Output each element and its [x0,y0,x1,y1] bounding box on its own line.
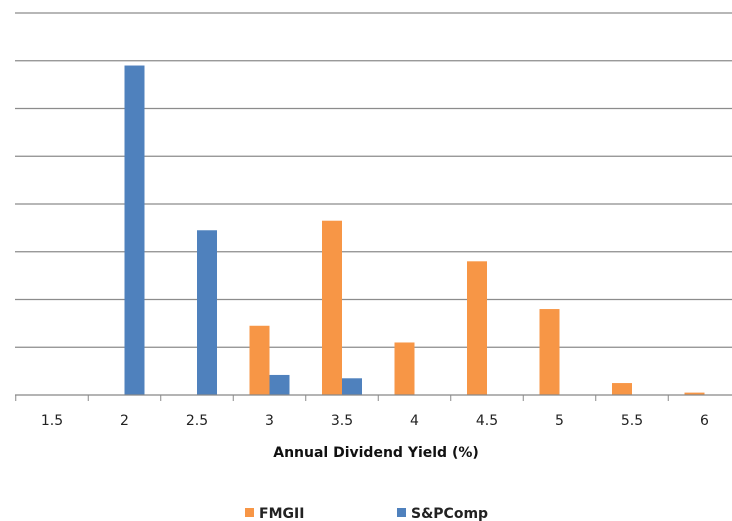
legend-label-spcomp: S&PComp [411,506,488,521]
x-tick-label: 1.5 [41,413,63,429]
x-axis-ticks [15,395,669,401]
bar-fmgii [539,309,560,395]
x-axis-title: Annual Dividend Yield (%) [273,445,479,461]
bar-fmgii [322,220,342,395]
bar-fmgii [467,261,487,395]
x-tick-label: 3 [265,413,274,429]
bar-fmgii [684,392,705,395]
x-tick-labels: 1.5 2 2.5 3 3.5 4 4.5 5 5.5 6 [41,413,709,429]
x-tick-label: 4 [410,413,419,429]
bar-spcomp [269,374,290,395]
x-tick-label: 3.5 [331,413,353,429]
bar-spcomp [342,378,362,395]
bar-fmgii [612,383,632,395]
gridlines [15,12,732,348]
x-tick-label: 2 [120,413,129,429]
x-tick-label: 2.5 [186,413,208,429]
bar-spcomp [124,65,145,396]
x-tick-label: 6 [700,413,709,429]
x-tick-label: 4.5 [476,413,498,429]
legend: FMGII S&PComp [245,506,488,521]
bars [124,65,705,396]
legend-label-fmgii: FMGII [259,506,304,521]
bar-fmgii [394,342,415,395]
legend-swatch-fmgii [245,508,254,517]
bar-fmgii [249,325,270,395]
x-tick-label: 5.5 [621,413,643,429]
bar-spcomp [197,230,217,395]
legend-swatch-spcomp [397,508,406,517]
x-tick-label: 5 [555,413,564,429]
